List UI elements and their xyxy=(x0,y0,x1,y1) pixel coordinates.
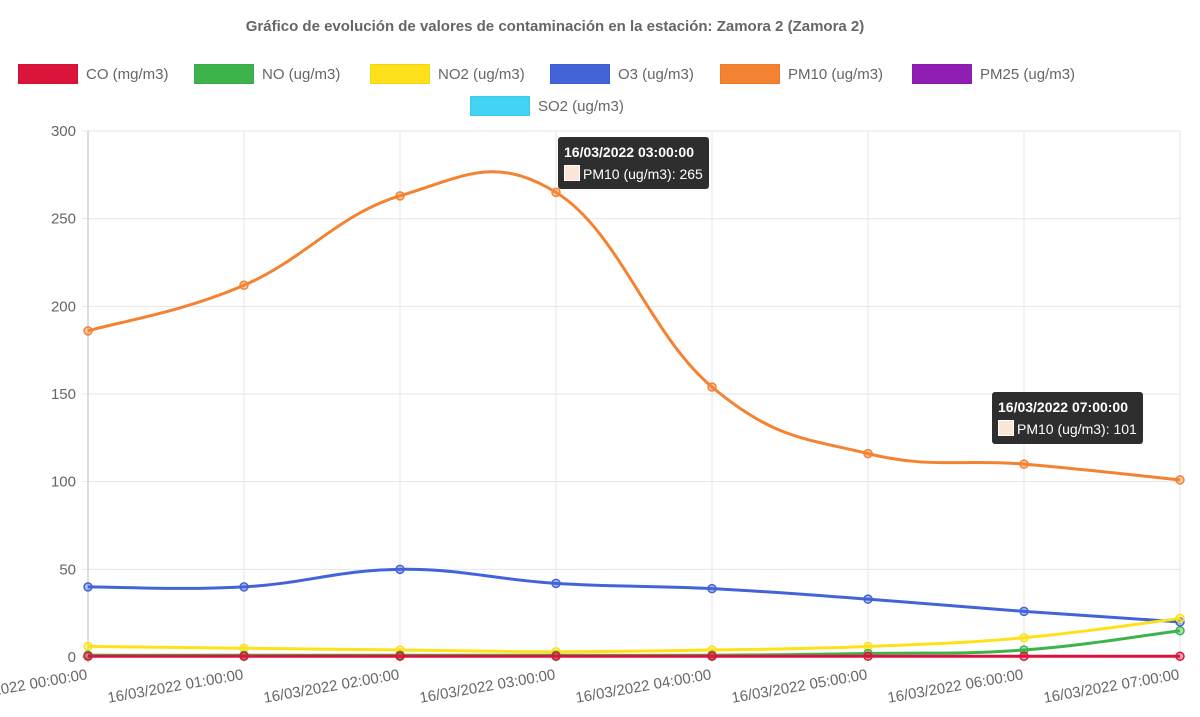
x-tick-label: 16/03/2022 05:00:00 xyxy=(730,666,869,707)
tooltip-title: 16/03/2022 03:00:00 xyxy=(564,144,694,160)
data-point xyxy=(863,448,873,459)
x-tick-label: 16/03/2022 02:00:00 xyxy=(262,666,401,707)
y-tick-label: 100 xyxy=(51,474,76,491)
y-tick-label: 150 xyxy=(51,386,76,403)
data-point xyxy=(551,578,561,589)
legend-item[interactable]: CO (mg/m3) xyxy=(18,64,169,84)
x-tick-label: 16/03/2022 03:00:00 xyxy=(418,666,557,707)
legend-swatch xyxy=(470,96,530,116)
x-tick-label: 16/03/2022 07:00:00 xyxy=(1042,666,1181,707)
x-tick-label: 16/03/2022 06:00:00 xyxy=(886,666,1025,707)
tooltip-swatch xyxy=(998,420,1014,436)
legend-swatch xyxy=(18,64,78,84)
legend-swatch xyxy=(550,64,610,84)
data-point xyxy=(1175,613,1185,624)
y-tick-label: 50 xyxy=(59,561,76,578)
legend-label: SO2 (ug/m3) xyxy=(538,97,624,115)
data-point xyxy=(551,187,561,198)
tooltip-label: PM10 (ug/m3): 101 xyxy=(1017,421,1137,437)
x-tick-label: 16/03/2022 01:00:00 xyxy=(106,666,245,707)
legend-item[interactable]: SO2 (ug/m3) xyxy=(470,96,624,116)
legend-item[interactable]: PM25 (ug/m3) xyxy=(912,64,1075,84)
tooltip-title: 16/03/2022 07:00:00 xyxy=(998,399,1128,415)
legend-label: CO (mg/m3) xyxy=(86,65,169,83)
data-point xyxy=(863,651,873,662)
legend-label: PM10 (ug/m3) xyxy=(788,65,884,83)
legend-label: O3 (ug/m3) xyxy=(618,65,694,83)
y-tick-label: 0 xyxy=(68,649,76,666)
x-tick-label: 16/03/2022 00:00:00 xyxy=(0,666,89,707)
data-point xyxy=(395,564,405,575)
legend-swatch xyxy=(370,64,430,84)
data-point xyxy=(1175,651,1185,662)
tooltip-swatch xyxy=(564,165,580,181)
legend-swatch xyxy=(720,64,780,84)
data-point xyxy=(863,594,873,604)
legend-label: NO (ug/m3) xyxy=(262,65,341,83)
data-point xyxy=(1175,475,1185,485)
data-point xyxy=(707,382,717,392)
data-point xyxy=(1019,459,1029,469)
tooltip: 16/03/2022 03:00:00 PM10 (ug/m3): 265 xyxy=(558,137,709,189)
data-point xyxy=(239,280,249,291)
data-point xyxy=(83,651,93,662)
data-point xyxy=(395,191,405,201)
data-point xyxy=(395,651,405,662)
chart-title: Gráfico de evolución de valores de conta… xyxy=(245,18,865,35)
data-point xyxy=(83,582,93,592)
legend-item[interactable]: NO2 (ug/m3) xyxy=(370,64,525,84)
x-tick-label: 16/03/2022 04:00:00 xyxy=(574,666,713,707)
legend-swatch xyxy=(194,64,254,84)
tooltip: 16/03/2022 07:00:00 PM10 (ug/m3): 101 xyxy=(992,392,1143,444)
data-point xyxy=(83,326,93,336)
data-point xyxy=(1019,651,1029,662)
y-tick-label: 300 xyxy=(51,123,76,140)
legend-item[interactable]: O3 (ug/m3) xyxy=(550,64,694,84)
legend-label: PM25 (ug/m3) xyxy=(980,65,1076,83)
legend-label: NO2 (ug/m3) xyxy=(438,65,525,83)
data-point xyxy=(239,582,249,592)
series-line-o3 xyxy=(87,567,1181,624)
data-point xyxy=(1019,645,1029,655)
data-point xyxy=(1019,632,1029,643)
data-point xyxy=(707,583,717,594)
legend-item[interactable]: PM10 (ug/m3) xyxy=(720,64,883,84)
data-point xyxy=(1175,625,1185,636)
data-point xyxy=(863,641,873,652)
legend-item[interactable]: NO (ug/m3) xyxy=(194,64,340,84)
series-line-no2 xyxy=(87,616,1181,654)
tooltip-label: PM10 (ug/m3): 265 xyxy=(583,166,703,182)
legend-swatch xyxy=(912,64,972,84)
series-line-pm10 xyxy=(87,170,1181,482)
data-point xyxy=(707,651,717,662)
data-point xyxy=(1019,606,1029,617)
data-point xyxy=(551,651,561,662)
data-point xyxy=(239,651,249,662)
y-tick-label: 250 xyxy=(51,211,76,228)
data-point xyxy=(83,641,93,652)
y-tick-label: 200 xyxy=(51,298,76,315)
